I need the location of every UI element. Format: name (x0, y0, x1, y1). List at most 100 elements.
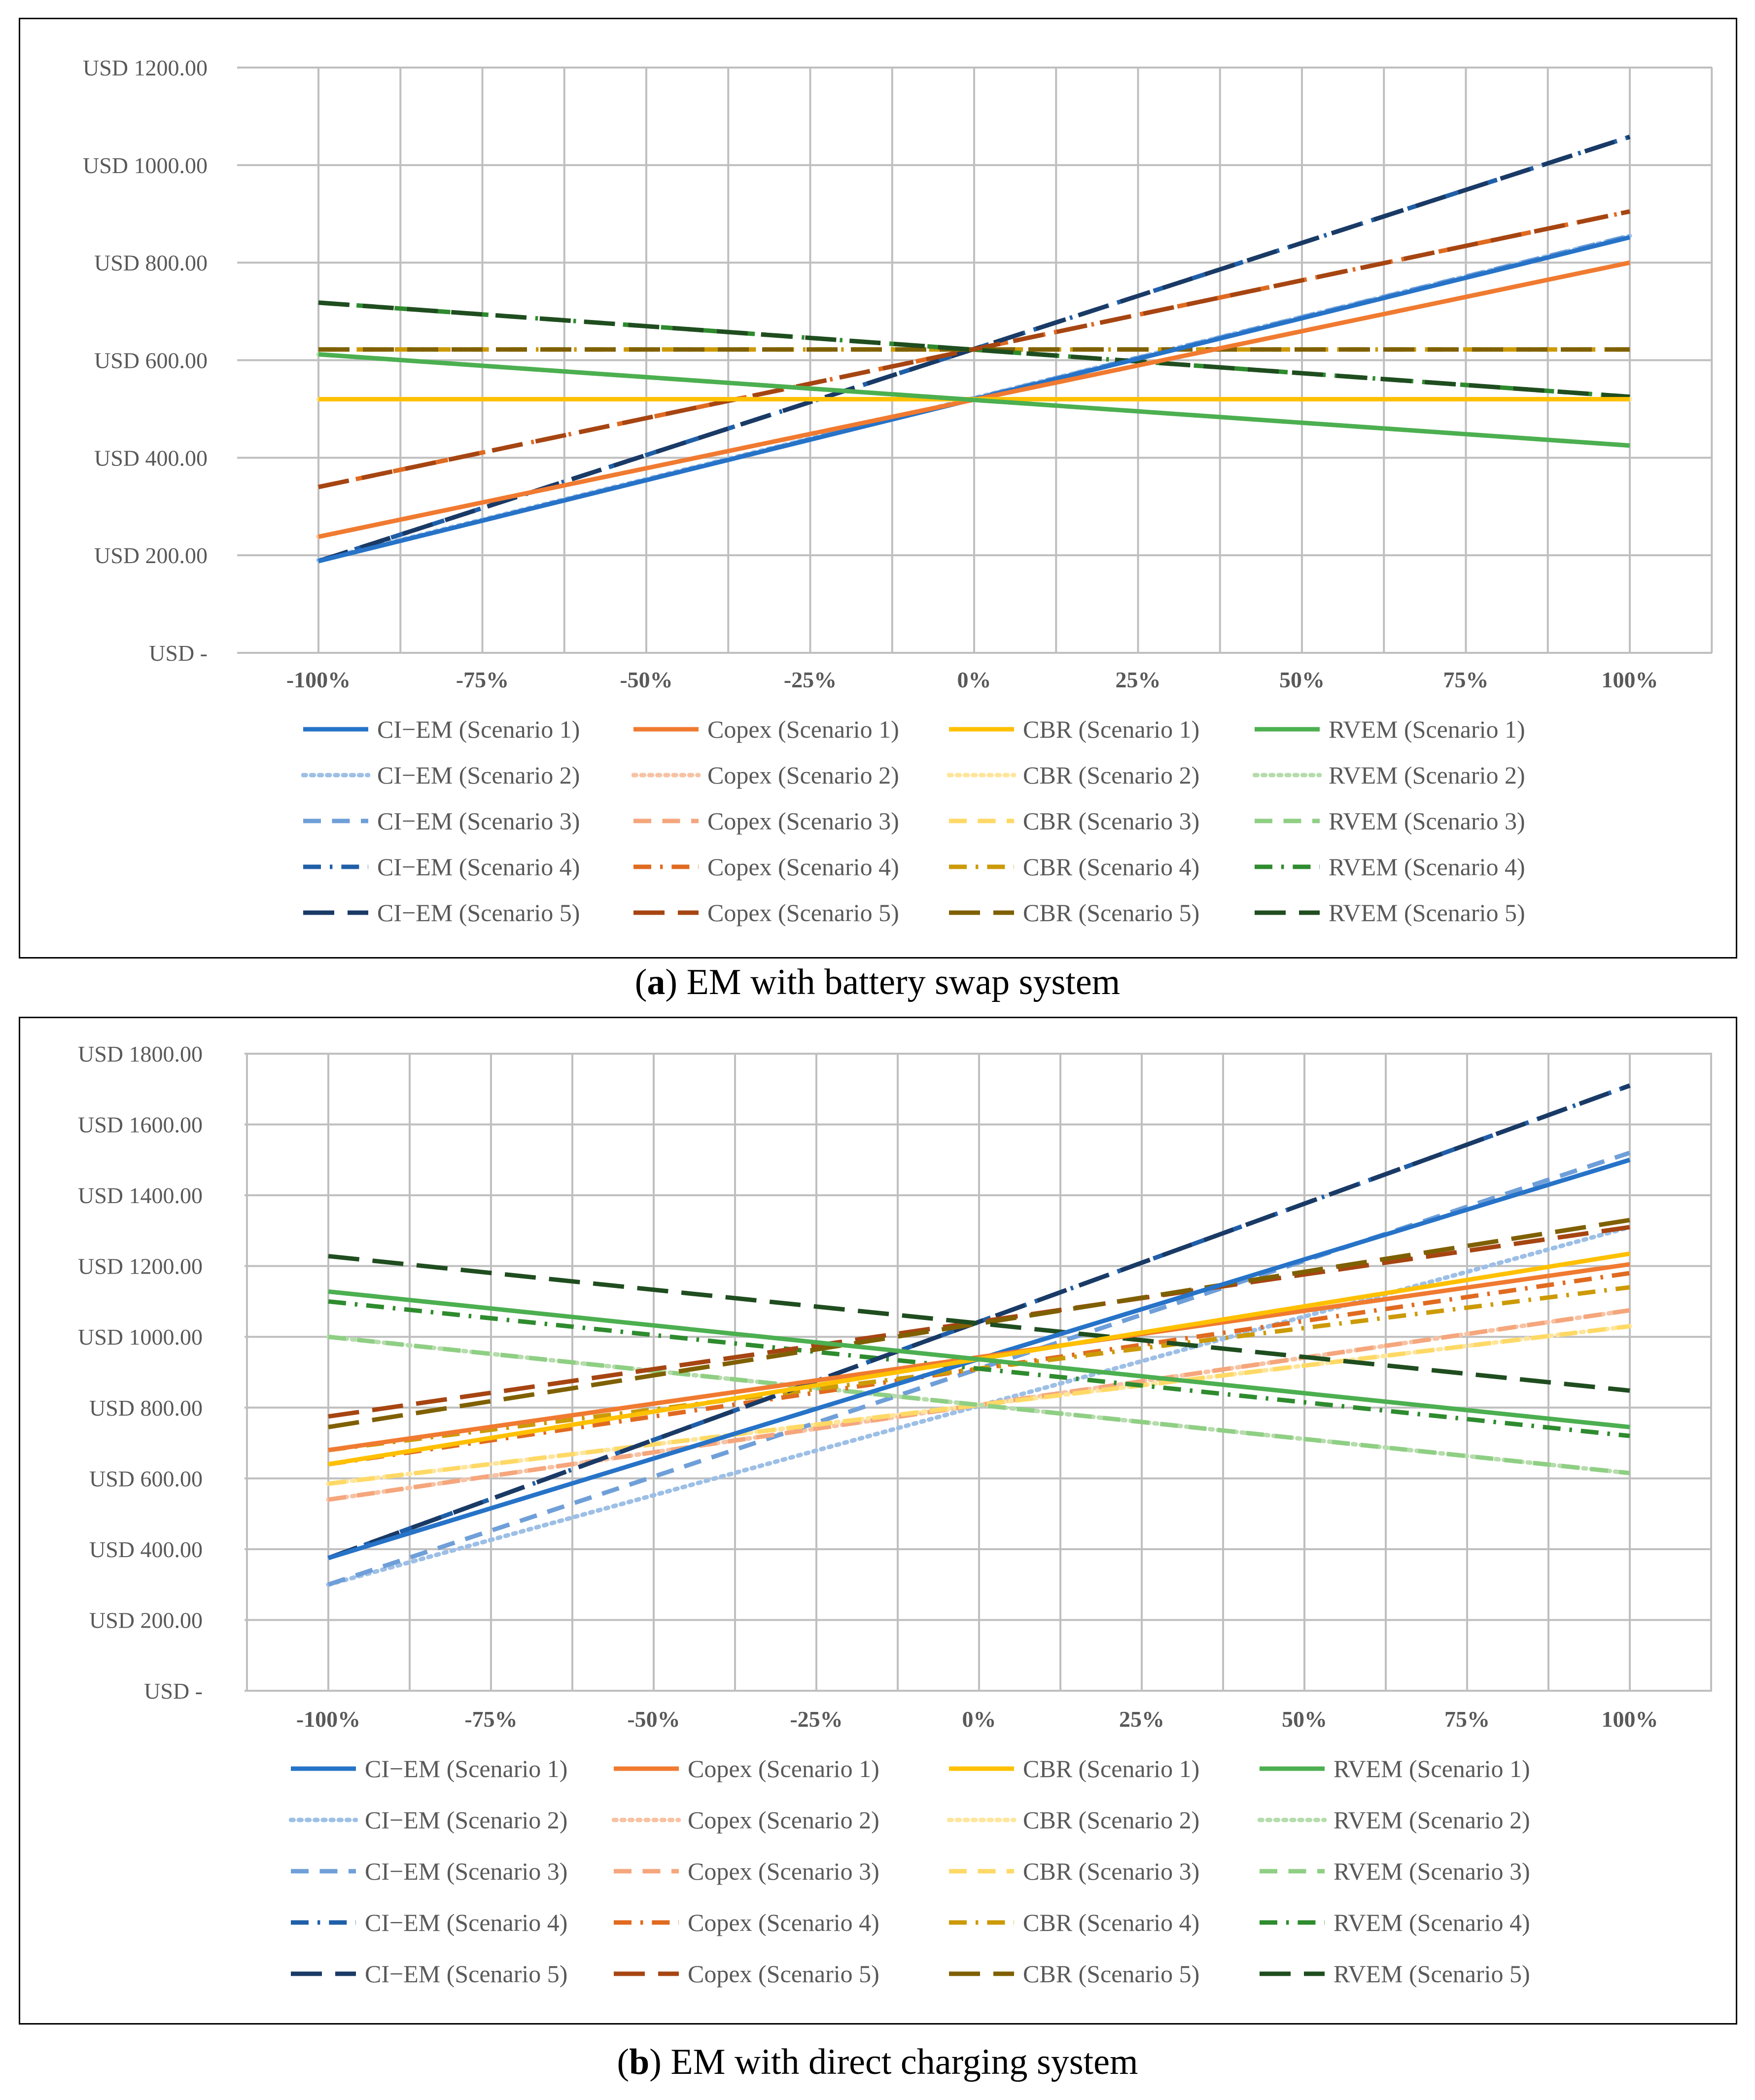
legend-swatch (1260, 1766, 1325, 1771)
legend-swatch (949, 1869, 1014, 1874)
series-line-rvem-scenario-4 (328, 1299, 1630, 1438)
legend-label: CI−EM (Scenario 3) (365, 1857, 568, 1885)
x-tick-label: 25% (1116, 667, 1161, 692)
legend-item-rvem-scenario-5: RVEM (Scenario 5) (1253, 893, 1525, 932)
legend-item-rvem-scenario-3: RVEM (Scenario 3) (1253, 801, 1525, 841)
legend-label: Copex (Scenario 4) (707, 853, 899, 881)
legend-swatch (1260, 1869, 1325, 1874)
legend-item-copex-scenario-2: Copex (Scenario 2) (612, 1800, 879, 1840)
x-tick-label: 0% (962, 1707, 996, 1732)
legend-swatch (303, 819, 368, 823)
legend-swatch (632, 773, 701, 778)
x-tick-label: -75% (464, 1707, 517, 1732)
chart-b-canvas: USD - USD 200.00 USD 400.00 USD 600.00 USD 8… (78, 1041, 1712, 1732)
legend-swatch (633, 864, 699, 869)
x-tick-label: -100% (296, 1707, 360, 1732)
legend-swatch (291, 1971, 356, 1976)
x-tick-label: -100% (286, 667, 351, 692)
legend-label: CBR (Scenario 5) (1023, 1960, 1200, 1988)
legend-swatch (303, 864, 368, 869)
y-tick-label: USD 200.00 (89, 1607, 203, 1633)
caption-a: (a) EM with battery swap system (634, 962, 1121, 1002)
legend-item-copex-scenario-5: Copex (Scenario 5) (612, 1954, 879, 1993)
legend-item-rvem-scenario-2: RVEM (Scenario 2) (1258, 1800, 1530, 1840)
legend-item-ci-em-scenario-1: CI−EM (Scenario 1) (289, 1749, 567, 1788)
legend-label: CI−EM (Scenario 5) (365, 1960, 568, 1988)
legend-label: RVEM (Scenario 2) (1334, 1806, 1530, 1834)
legend-label: RVEM (Scenario 3) (1334, 1857, 1530, 1885)
y-tick-label: USD 1200.00 (78, 1254, 203, 1279)
series-line-rvem-scenario-3 (328, 1334, 1630, 1476)
x-tick-label: 100% (1602, 1707, 1658, 1732)
y-tick-label: USD 1000.00 (83, 153, 208, 178)
legend-label: CI−EM (Scenario 1) (377, 715, 580, 743)
x-tick-label: -25% (790, 1707, 842, 1732)
legend-swatch (614, 1920, 679, 1925)
legend-item-ci-em-scenario-3: CI−EM (Scenario 3) (301, 801, 580, 841)
y-tick-label: USD 1200.00 (83, 55, 208, 80)
y-tick-label: USD 200.00 (94, 543, 208, 568)
legend-item-ci-em-scenario-3: CI−EM (Scenario 3) (289, 1851, 567, 1891)
chart-a-gridlines (237, 67, 1713, 654)
legend-swatch (947, 1817, 1016, 1822)
legend-item-rvem-scenario-2: RVEM (Scenario 2) (1253, 755, 1525, 795)
legend-label: Copex (Scenario 4) (688, 1909, 879, 1936)
legend-label: RVEM (Scenario 5) (1334, 1960, 1530, 1988)
series-line-copex-scenario-3 (328, 1308, 1630, 1502)
legend-item-copex-scenario-5: Copex (Scenario 5) (632, 893, 899, 932)
legend-item-rvem-scenario-4: RVEM (Scenario 4) (1258, 1903, 1530, 1942)
legend-item-ci-em-scenario-2: CI−EM (Scenario 2) (301, 755, 580, 795)
chart-a-canvas: USD - USD 200.00 USD 400.00 USD 600.00 USD 8… (83, 55, 1713, 692)
legend-item-copex-scenario-3: Copex (Scenario 3) (612, 1851, 879, 1891)
legend-swatch (1255, 910, 1320, 915)
legend-swatch (949, 1920, 1014, 1925)
legend-swatch (291, 1766, 356, 1771)
legend-label: CBR (Scenario 4) (1023, 853, 1200, 881)
legend-item-rvem-scenario-1: RVEM (Scenario 1) (1253, 710, 1525, 749)
y-tick-label: USD 400.00 (94, 445, 208, 470)
chart-b-gridlines (245, 1053, 1712, 1692)
legend-label: CI−EM (Scenario 5) (377, 899, 580, 926)
legend-label: CBR (Scenario 1) (1023, 1755, 1200, 1782)
legend-item-ci-em-scenario-5: CI−EM (Scenario 5) (301, 893, 580, 932)
caption-b: (b) EM with direct charging system (617, 2042, 1138, 2082)
legend-item-cbr-scenario-1: CBR (Scenario 1) (947, 1749, 1199, 1788)
x-tick-label: 50% (1282, 1707, 1327, 1732)
chart-b-series (326, 1083, 1632, 1587)
y-tick-label: USD 1000.00 (78, 1324, 203, 1350)
legend-item-ci-em-scenario-4: CI−EM (Scenario 4) (301, 847, 580, 887)
legend-label: Copex (Scenario 1) (707, 715, 899, 743)
legend-swatch (303, 727, 368, 732)
legend-label: CBR (Scenario 3) (1023, 1857, 1200, 1885)
legend-swatch (291, 1920, 356, 1925)
legend-item-cbr-scenario-2: CBR (Scenario 2) (947, 1800, 1199, 1840)
x-tick-label: 25% (1119, 1707, 1164, 1732)
x-tick-label: -50% (627, 1707, 680, 1732)
legend-label: CI−EM (Scenario 2) (365, 1806, 568, 1834)
legend-item-ci-em-scenario-2: CI−EM (Scenario 2) (289, 1800, 567, 1840)
legend-swatch (633, 819, 699, 823)
legend-label: CI−EM (Scenario 3) (377, 807, 580, 835)
x-tick-label: -50% (620, 667, 672, 692)
legend-swatch (949, 864, 1014, 869)
legend-item-copex-scenario-3: Copex (Scenario 3) (632, 801, 899, 841)
legend-label: Copex (Scenario 3) (688, 1857, 879, 1885)
series-line-cbr-scenario-3 (328, 1324, 1630, 1486)
legend-label: RVEM (Scenario 1) (1334, 1755, 1530, 1782)
legend-label: CBR (Scenario 1) (1023, 715, 1200, 743)
series-line-rvem-scenario-1 (318, 352, 1630, 448)
legend-swatch (949, 1971, 1014, 1976)
y-tick-label: USD 600.00 (89, 1466, 203, 1491)
legend-item-cbr-scenario-3: CBR (Scenario 3) (947, 1851, 1199, 1891)
legend-label: CBR (Scenario 2) (1023, 761, 1200, 789)
chart-panel-a: USD - USD 200.00 USD 400.00 USD 600.00 USD 8… (19, 18, 1737, 959)
legend-swatch (291, 1869, 356, 1874)
y-tick-label: USD 1400.00 (78, 1183, 203, 1208)
legend-swatch (1260, 1920, 1325, 1925)
legend-swatch (633, 727, 699, 732)
legend-item-ci-em-scenario-4: CI−EM (Scenario 4) (289, 1903, 567, 1942)
legend-label: RVEM (Scenario 5) (1329, 899, 1525, 926)
y-tick-label: USD - (149, 641, 208, 666)
legend-item-cbr-scenario-4: CBR (Scenario 4) (947, 1903, 1199, 1942)
chart-a-series (316, 135, 1632, 564)
